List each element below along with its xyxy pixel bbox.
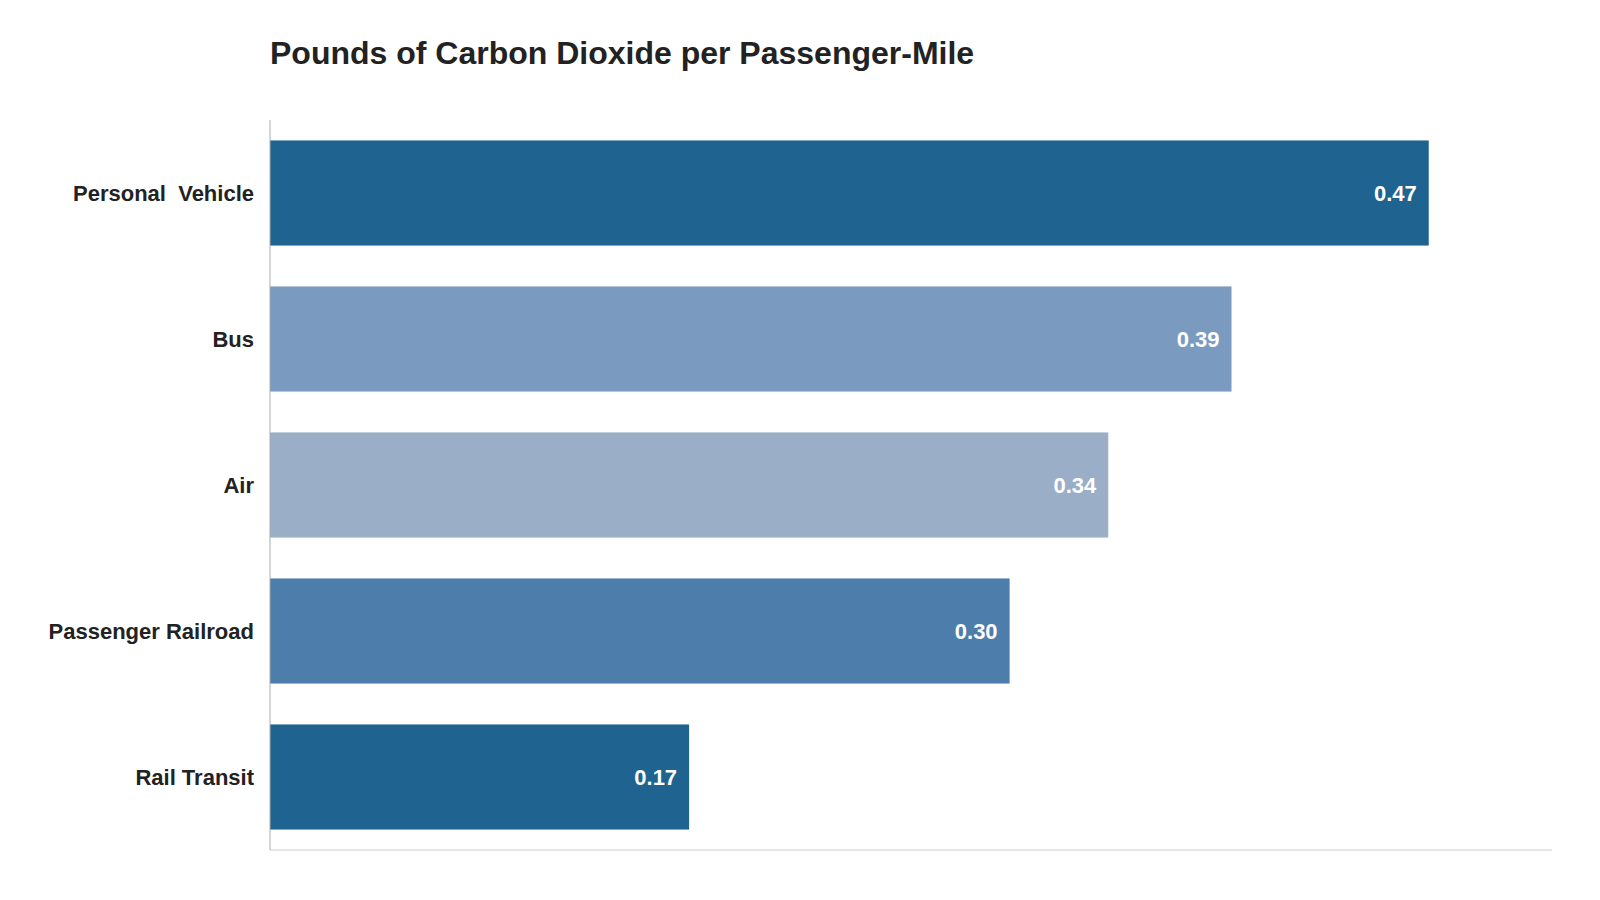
bar — [270, 140, 1429, 245]
bar — [270, 286, 1232, 391]
chart-title: Pounds of Carbon Dioxide per Passenger-M… — [270, 35, 974, 71]
data-label: 0.30 — [955, 619, 998, 644]
bar — [270, 578, 1010, 683]
background — [0, 0, 1600, 900]
bar — [270, 432, 1108, 537]
x-axis-line — [270, 850, 1552, 851]
data-label: 0.17 — [634, 765, 677, 790]
category-label: Rail Transit — [135, 765, 254, 790]
bar — [270, 724, 689, 829]
category-label: Bus — [212, 327, 254, 352]
data-label: 0.47 — [1374, 181, 1417, 206]
data-label: 0.39 — [1177, 327, 1220, 352]
bars — [270, 140, 1429, 829]
category-label: Air — [223, 473, 254, 498]
category-label: Personal Vehicle — [73, 181, 254, 206]
category-label: Passenger Railroad — [49, 619, 254, 644]
data-label: 0.34 — [1053, 473, 1097, 498]
chart-container: Pounds of Carbon Dioxide per Passenger-M… — [0, 0, 1600, 900]
y-axis-line — [270, 120, 271, 850]
chart-svg: Pounds of Carbon Dioxide per Passenger-M… — [0, 0, 1600, 900]
